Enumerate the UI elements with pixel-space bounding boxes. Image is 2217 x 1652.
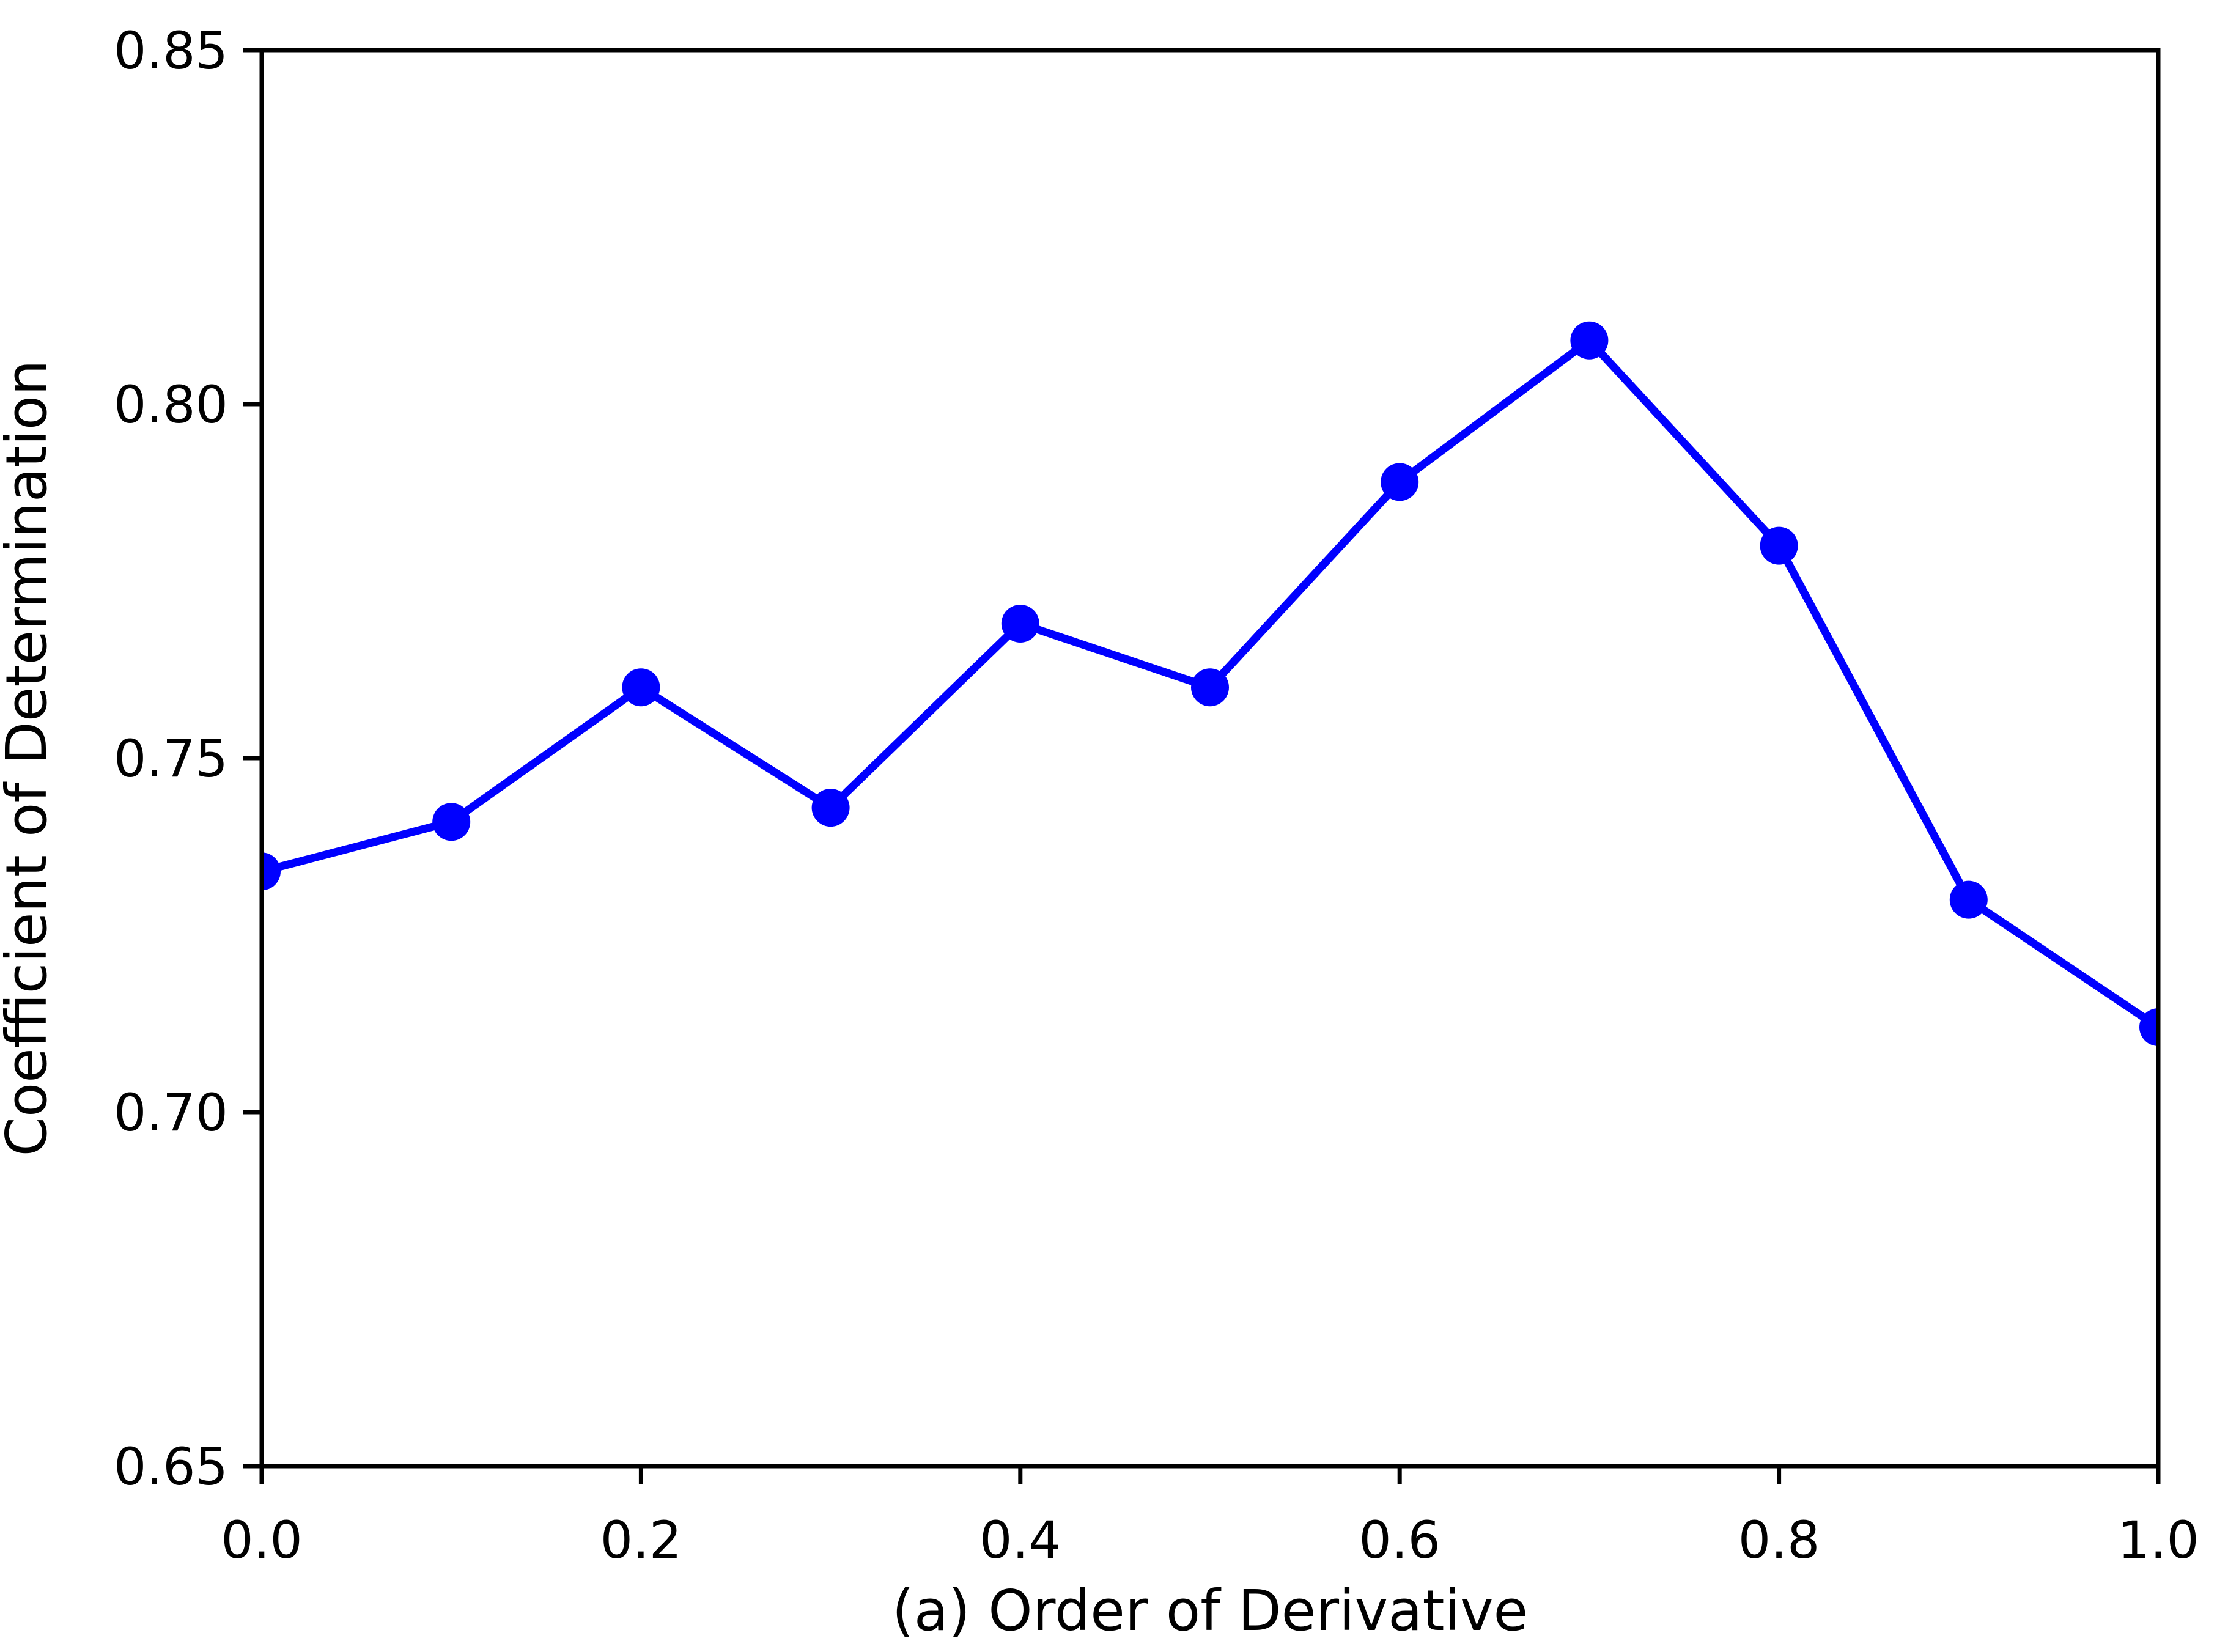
- data-point-marker: [1760, 526, 1798, 565]
- data-point-marker: [622, 668, 660, 707]
- x-tick-label: 0.8: [1738, 1510, 1820, 1570]
- data-point-marker: [1001, 604, 1039, 643]
- data-point-marker: [1949, 880, 1988, 919]
- x-tick-label: 0.6: [1359, 1510, 1440, 1570]
- x-tick-label: 0.2: [600, 1510, 682, 1570]
- y-tick-label: 0.70: [114, 1083, 228, 1143]
- y-tick-label: 0.65: [114, 1437, 228, 1497]
- x-tick-label: 1.0: [2117, 1510, 2199, 1570]
- y-tick-label: 0.80: [114, 375, 228, 435]
- data-point-marker: [262, 852, 281, 891]
- data-point-marker: [2139, 1008, 2158, 1047]
- y-axis-label: Coefficient of Determination: [0, 360, 59, 1157]
- y-tick-label: 0.75: [114, 729, 228, 789]
- x-axis-label: (a) Order of Derivative: [892, 1578, 1528, 1643]
- data-point-marker: [1191, 668, 1229, 707]
- data-point-marker: [1570, 321, 1609, 360]
- data-point-marker: [1381, 463, 1419, 501]
- data-point-marker: [432, 803, 471, 841]
- x-tick-label: 0.0: [221, 1510, 303, 1570]
- data-point-marker: [811, 789, 850, 827]
- x-tick-label: 0.4: [979, 1510, 1061, 1570]
- y-tick-label: 0.85: [114, 21, 228, 81]
- series-group: [262, 321, 2158, 1047]
